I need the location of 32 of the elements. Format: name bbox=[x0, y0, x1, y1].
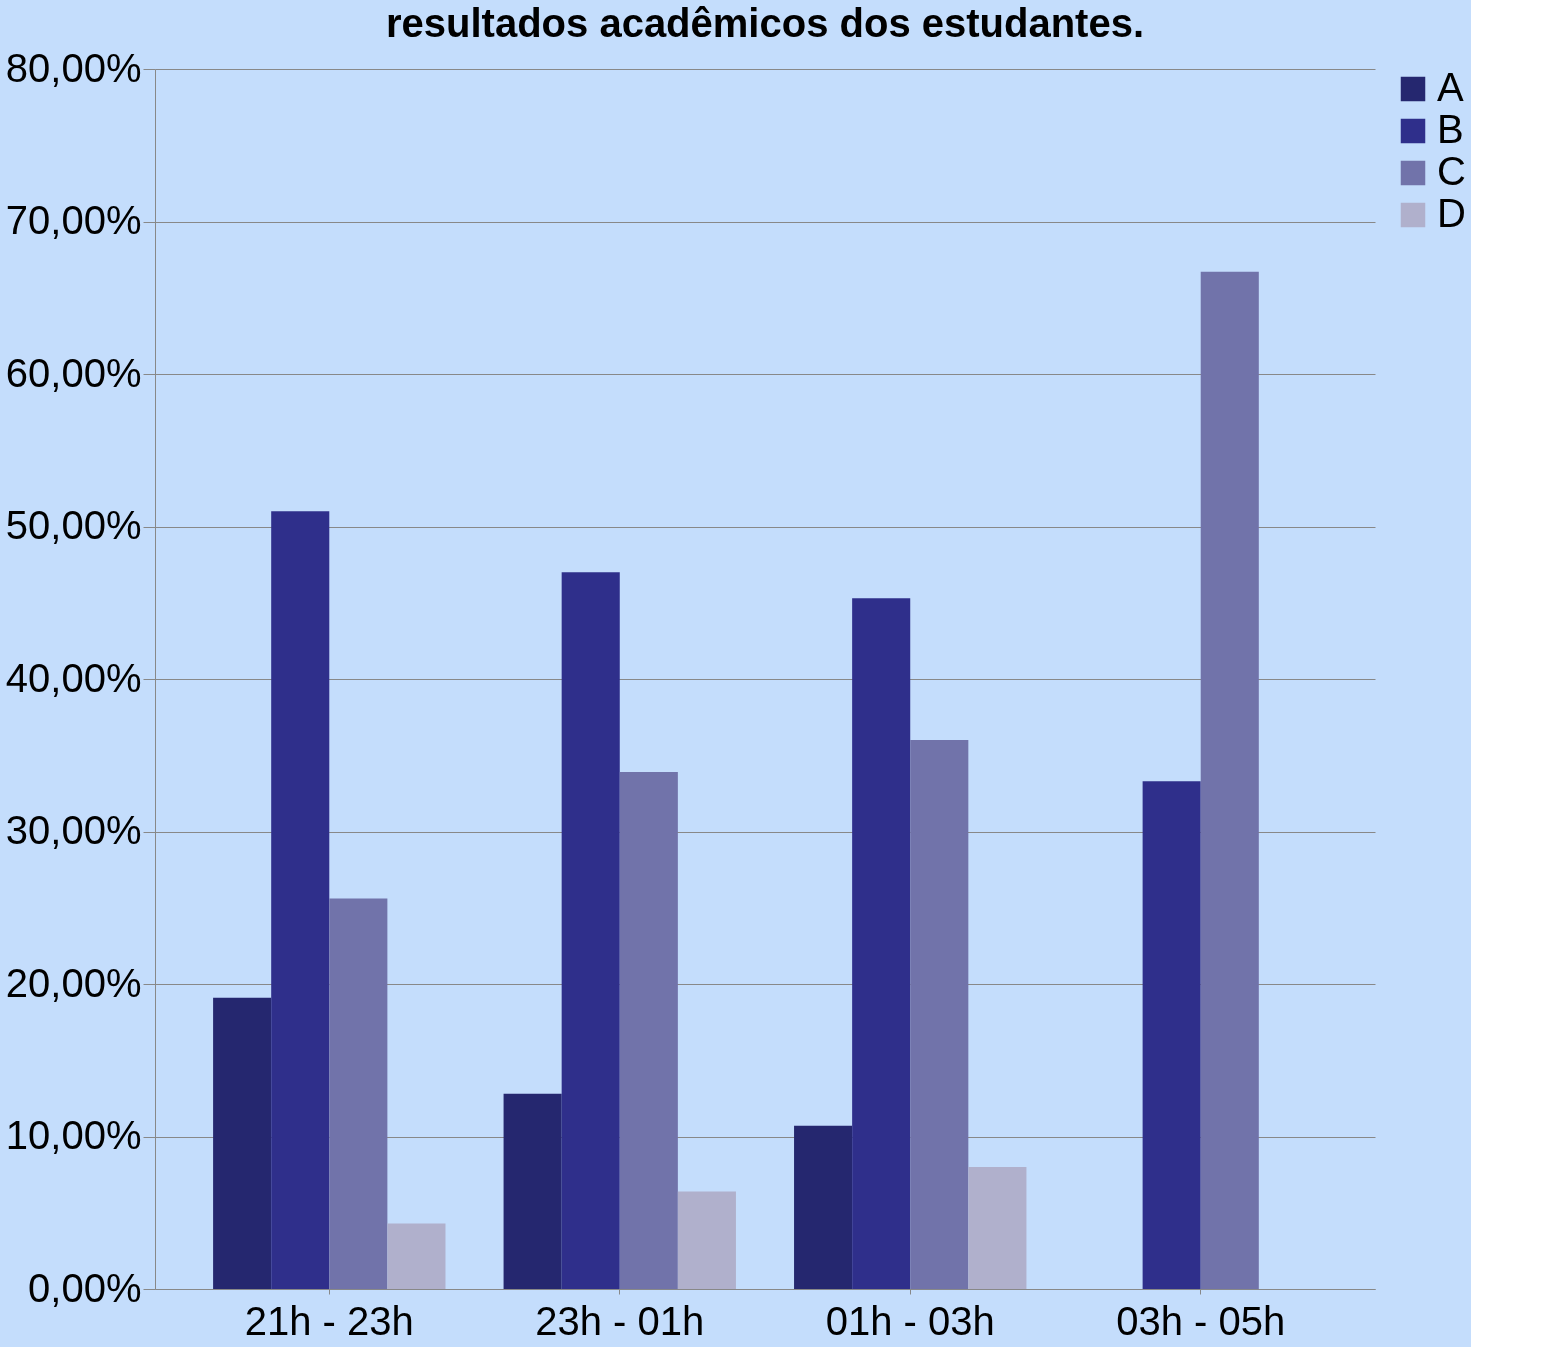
y-tick-label: 0,00% bbox=[28, 1265, 142, 1310]
x-tick-label: 03h - 05h bbox=[1116, 1298, 1286, 1343]
bar bbox=[329, 898, 388, 1289]
legend-label: A bbox=[1437, 65, 1464, 109]
legend-label: C bbox=[1437, 149, 1466, 193]
y-tick-label: 20,00% bbox=[5, 960, 142, 1005]
y-tick-label: 60,00% bbox=[5, 350, 142, 395]
bar bbox=[387, 1223, 446, 1289]
y-tick-label: 40,00% bbox=[5, 655, 142, 700]
bar bbox=[271, 511, 330, 1289]
legend-label: B bbox=[1437, 107, 1464, 151]
chart-title: resultados acadêmicos dos estudantes. bbox=[385, 1, 1145, 45]
legend-label: D bbox=[1437, 191, 1466, 235]
x-tick-label: 21h - 23h bbox=[244, 1298, 414, 1343]
y-tick-label: 70,00% bbox=[5, 198, 142, 242]
bar bbox=[1142, 781, 1201, 1289]
x-tick-label: 01h - 03h bbox=[825, 1298, 995, 1343]
bar bbox=[794, 1125, 853, 1289]
x-tick-label: 23h - 01h bbox=[535, 1298, 705, 1343]
y-tick-label: 10,00% bbox=[5, 1113, 142, 1157]
bar bbox=[619, 772, 678, 1289]
bar bbox=[213, 997, 272, 1289]
bar bbox=[677, 1191, 736, 1289]
bar bbox=[852, 598, 911, 1289]
y-tick-label: 50,00% bbox=[5, 503, 142, 547]
bar bbox=[561, 572, 620, 1289]
bar bbox=[968, 1167, 1027, 1289]
bar bbox=[503, 1093, 562, 1289]
y-tick-label: 80,00% bbox=[5, 45, 142, 90]
bar bbox=[910, 740, 969, 1289]
bar bbox=[1200, 271, 1259, 1289]
y-tick-label: 30,00% bbox=[5, 808, 142, 852]
